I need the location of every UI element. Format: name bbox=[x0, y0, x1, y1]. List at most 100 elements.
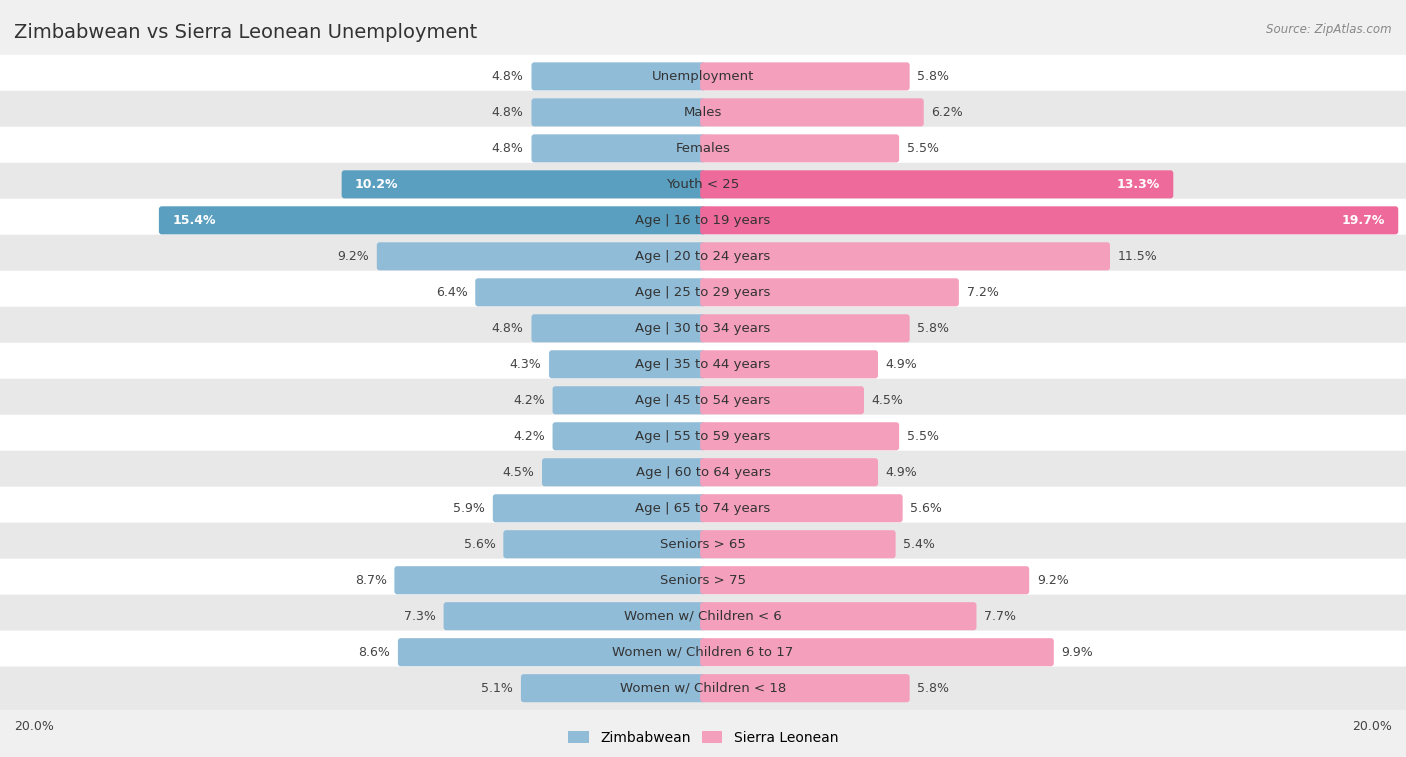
Text: 4.8%: 4.8% bbox=[492, 70, 524, 83]
FancyBboxPatch shape bbox=[503, 530, 706, 558]
Text: 9.2%: 9.2% bbox=[337, 250, 368, 263]
Text: 4.2%: 4.2% bbox=[513, 394, 546, 407]
FancyBboxPatch shape bbox=[0, 235, 1406, 278]
FancyBboxPatch shape bbox=[394, 566, 706, 594]
Text: 6.2%: 6.2% bbox=[932, 106, 963, 119]
Text: 9.9%: 9.9% bbox=[1062, 646, 1094, 659]
FancyBboxPatch shape bbox=[0, 450, 1406, 494]
FancyBboxPatch shape bbox=[543, 458, 706, 486]
Text: Women w/ Children < 6: Women w/ Children < 6 bbox=[624, 609, 782, 623]
Text: 15.4%: 15.4% bbox=[173, 213, 215, 227]
Text: 5.5%: 5.5% bbox=[907, 430, 939, 443]
Text: 19.7%: 19.7% bbox=[1341, 213, 1385, 227]
FancyBboxPatch shape bbox=[0, 594, 1406, 638]
Text: Age | 16 to 19 years: Age | 16 to 19 years bbox=[636, 213, 770, 227]
Text: 4.2%: 4.2% bbox=[513, 430, 546, 443]
Text: 5.9%: 5.9% bbox=[453, 502, 485, 515]
Text: Seniors > 65: Seniors > 65 bbox=[659, 537, 747, 551]
Text: 5.8%: 5.8% bbox=[917, 70, 949, 83]
Text: 20.0%: 20.0% bbox=[14, 720, 53, 734]
Text: Age | 60 to 64 years: Age | 60 to 64 years bbox=[636, 466, 770, 478]
FancyBboxPatch shape bbox=[700, 494, 903, 522]
FancyBboxPatch shape bbox=[553, 386, 706, 414]
FancyBboxPatch shape bbox=[520, 674, 706, 702]
FancyBboxPatch shape bbox=[0, 522, 1406, 565]
FancyBboxPatch shape bbox=[700, 566, 1029, 594]
FancyBboxPatch shape bbox=[0, 667, 1406, 710]
Text: Youth < 25: Youth < 25 bbox=[666, 178, 740, 191]
Text: 11.5%: 11.5% bbox=[1118, 250, 1157, 263]
Text: Age | 55 to 59 years: Age | 55 to 59 years bbox=[636, 430, 770, 443]
FancyBboxPatch shape bbox=[0, 487, 1406, 530]
Text: Women w/ Children < 18: Women w/ Children < 18 bbox=[620, 682, 786, 695]
FancyBboxPatch shape bbox=[0, 378, 1406, 422]
FancyBboxPatch shape bbox=[0, 91, 1406, 134]
FancyBboxPatch shape bbox=[700, 422, 900, 450]
Text: Unemployment: Unemployment bbox=[652, 70, 754, 83]
FancyBboxPatch shape bbox=[342, 170, 706, 198]
Text: 7.2%: 7.2% bbox=[967, 286, 998, 299]
FancyBboxPatch shape bbox=[0, 343, 1406, 386]
Text: 4.8%: 4.8% bbox=[492, 322, 524, 335]
Text: 20.0%: 20.0% bbox=[1353, 720, 1392, 734]
Text: Females: Females bbox=[675, 142, 731, 155]
FancyBboxPatch shape bbox=[531, 98, 706, 126]
FancyBboxPatch shape bbox=[700, 458, 877, 486]
Text: 5.4%: 5.4% bbox=[904, 537, 935, 551]
Text: 9.2%: 9.2% bbox=[1038, 574, 1069, 587]
Text: 8.7%: 8.7% bbox=[354, 574, 387, 587]
FancyBboxPatch shape bbox=[700, 314, 910, 342]
Text: 8.6%: 8.6% bbox=[359, 646, 391, 659]
Text: 4.3%: 4.3% bbox=[509, 358, 541, 371]
Text: Age | 45 to 54 years: Age | 45 to 54 years bbox=[636, 394, 770, 407]
Text: 5.5%: 5.5% bbox=[907, 142, 939, 155]
FancyBboxPatch shape bbox=[700, 386, 863, 414]
FancyBboxPatch shape bbox=[700, 98, 924, 126]
FancyBboxPatch shape bbox=[0, 559, 1406, 602]
Text: 5.6%: 5.6% bbox=[464, 537, 496, 551]
Text: Age | 65 to 74 years: Age | 65 to 74 years bbox=[636, 502, 770, 515]
FancyBboxPatch shape bbox=[700, 62, 910, 90]
Text: Source: ZipAtlas.com: Source: ZipAtlas.com bbox=[1267, 23, 1392, 36]
Text: Zimbabwean vs Sierra Leonean Unemployment: Zimbabwean vs Sierra Leonean Unemploymen… bbox=[14, 23, 477, 42]
FancyBboxPatch shape bbox=[531, 134, 706, 163]
Text: Age | 20 to 24 years: Age | 20 to 24 years bbox=[636, 250, 770, 263]
Text: 13.3%: 13.3% bbox=[1116, 178, 1160, 191]
Text: 6.4%: 6.4% bbox=[436, 286, 467, 299]
FancyBboxPatch shape bbox=[0, 199, 1406, 242]
Text: Males: Males bbox=[683, 106, 723, 119]
FancyBboxPatch shape bbox=[444, 602, 706, 631]
Text: 5.6%: 5.6% bbox=[911, 502, 942, 515]
FancyBboxPatch shape bbox=[700, 170, 1173, 198]
Text: Women w/ Children 6 to 17: Women w/ Children 6 to 17 bbox=[613, 646, 793, 659]
Text: 4.5%: 4.5% bbox=[872, 394, 904, 407]
FancyBboxPatch shape bbox=[548, 350, 706, 378]
FancyBboxPatch shape bbox=[0, 126, 1406, 170]
FancyBboxPatch shape bbox=[0, 271, 1406, 314]
Text: 7.7%: 7.7% bbox=[984, 609, 1017, 623]
Text: 5.1%: 5.1% bbox=[481, 682, 513, 695]
Legend: Zimbabwean, Sierra Leonean: Zimbabwean, Sierra Leonean bbox=[562, 725, 844, 750]
FancyBboxPatch shape bbox=[531, 314, 706, 342]
Text: Seniors > 75: Seniors > 75 bbox=[659, 574, 747, 587]
Text: Age | 35 to 44 years: Age | 35 to 44 years bbox=[636, 358, 770, 371]
FancyBboxPatch shape bbox=[700, 530, 896, 558]
FancyBboxPatch shape bbox=[0, 631, 1406, 674]
FancyBboxPatch shape bbox=[700, 207, 1398, 235]
Text: 4.9%: 4.9% bbox=[886, 358, 918, 371]
FancyBboxPatch shape bbox=[0, 415, 1406, 458]
Text: Age | 25 to 29 years: Age | 25 to 29 years bbox=[636, 286, 770, 299]
FancyBboxPatch shape bbox=[494, 494, 706, 522]
Text: 5.8%: 5.8% bbox=[917, 682, 949, 695]
FancyBboxPatch shape bbox=[0, 163, 1406, 206]
FancyBboxPatch shape bbox=[700, 279, 959, 307]
Text: 7.3%: 7.3% bbox=[404, 609, 436, 623]
FancyBboxPatch shape bbox=[700, 638, 1054, 666]
Text: 4.8%: 4.8% bbox=[492, 106, 524, 119]
FancyBboxPatch shape bbox=[398, 638, 706, 666]
Text: 4.5%: 4.5% bbox=[502, 466, 534, 478]
Text: Age | 30 to 34 years: Age | 30 to 34 years bbox=[636, 322, 770, 335]
FancyBboxPatch shape bbox=[700, 350, 877, 378]
FancyBboxPatch shape bbox=[700, 674, 910, 702]
FancyBboxPatch shape bbox=[0, 55, 1406, 98]
